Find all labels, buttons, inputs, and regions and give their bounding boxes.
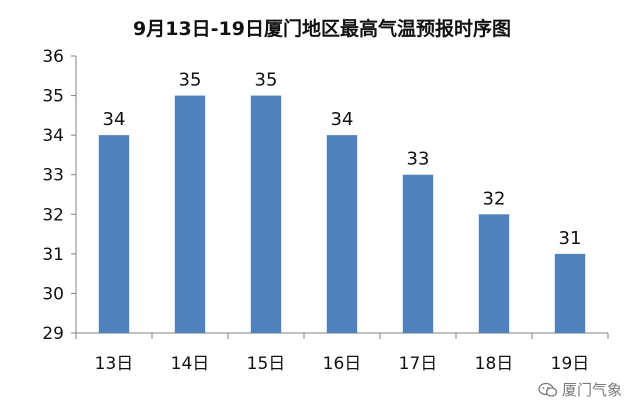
x-tick-label: 13日 (95, 354, 134, 374)
bar (554, 253, 586, 333)
y-tick-label: 30 (42, 284, 64, 304)
bar (250, 95, 282, 333)
x-tick-label: 17日 (399, 354, 438, 374)
y-tick-label: 33 (42, 166, 64, 186)
bar (478, 214, 510, 333)
data-label: 32 (483, 188, 506, 209)
data-label: 35 (255, 70, 278, 91)
plot-area: 29 30 31 32 33 34 35 36 34 13日 35 14日 35 15日 34 16日 33 17… (42, 47, 609, 374)
x-tick-label: 19日 (551, 354, 590, 374)
y-tick-label: 34 (42, 126, 64, 146)
x-tick-label: 15日 (247, 354, 286, 374)
bar (326, 135, 358, 333)
x-tick-label: 18日 (475, 354, 514, 374)
wechat-icon (538, 382, 558, 397)
chart-title: 9月13日-19日厦门地区最高气温预报时序图 (133, 17, 511, 40)
x-tick-label: 14日 (171, 354, 210, 374)
data-label: 31 (559, 228, 582, 249)
data-label: 33 (407, 149, 430, 170)
y-tick-label: 36 (42, 47, 64, 67)
x-tick-label: 16日 (323, 354, 362, 374)
bar (174, 95, 206, 333)
y-tick-label: 29 (42, 324, 64, 344)
watermark-text: 厦门气象 (561, 381, 622, 399)
bar (402, 174, 434, 333)
data-label: 34 (331, 109, 354, 130)
y-tick-label: 32 (42, 205, 64, 225)
data-label: 34 (103, 109, 126, 130)
watermark: 厦门气象 (538, 379, 622, 400)
bar (98, 135, 130, 333)
data-label: 35 (179, 70, 202, 91)
y-tick-label: 31 (42, 245, 64, 265)
y-tick-label: 35 (42, 87, 64, 107)
